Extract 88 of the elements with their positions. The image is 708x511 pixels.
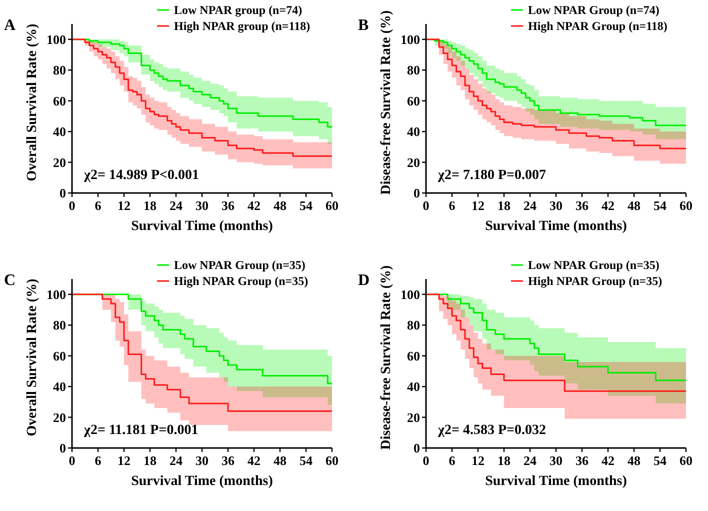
y-tick-label: 20 [407, 154, 420, 170]
legend-label: High NPAR Group (n=35) [528, 274, 662, 288]
x-tick-label: 36 [222, 198, 235, 213]
y-axis-title: Overall Survival Rate (%) [25, 23, 40, 182]
y-tick-label: 20 [53, 154, 66, 170]
legend-label: Low NPAR group (n=74) [174, 3, 302, 18]
y-tick-label: 20 [53, 410, 66, 425]
annotation: χ2= 14.989 P<0.001 [83, 168, 199, 183]
x-tick-label: 18 [144, 198, 157, 213]
x-tick-label: 12 [118, 453, 130, 468]
legend-label: High NPAR Group (n=35) [174, 274, 308, 288]
x-tick-label: 30 [550, 198, 562, 213]
x-tick-label: 60 [680, 453, 692, 468]
y-tick-label: 100 [46, 286, 66, 302]
y-tick-label: 80 [53, 318, 66, 333]
chart-title: C [4, 272, 16, 289]
x-tick-label: 42 [248, 453, 260, 468]
y-tick-label: 0 [414, 440, 420, 456]
y-tick-label: 60 [407, 348, 420, 364]
x-axis-title: Survival Time (months) [485, 474, 628, 489]
x-tick-label: 30 [550, 453, 562, 468]
y-tick-label: 100 [400, 32, 420, 47]
y-axis-title: Disease-free Survival Rate (%) [379, 10, 394, 195]
y-axis-title: Disease-free Survival Rate (%) [379, 264, 394, 450]
legend-label: Low NPAR Group (n=35) [528, 258, 660, 272]
x-tick-label: 12 [472, 198, 484, 213]
y-tick-label: 0 [60, 440, 66, 456]
y-tick-label: 100 [400, 286, 420, 302]
x-tick-label: 18 [498, 198, 511, 213]
y-tick-label: 40 [407, 124, 420, 140]
x-tick-label: 18 [144, 453, 157, 468]
legend-label: Low NPAR Group (n=35) [174, 258, 306, 272]
x-tick-label: 54 [300, 198, 313, 213]
x-tick-label: 18 [498, 453, 511, 468]
y-axis-title: Overall Survival Rate (%) [25, 278, 40, 436]
legend-label: High NPAR group (n=118) [174, 19, 310, 34]
y-tick-label: 60 [53, 348, 66, 364]
annotation: χ2= 11.181 P=0.001 [83, 423, 198, 438]
y-tick-label: 100 [46, 32, 66, 47]
y-tick-label: 80 [407, 318, 420, 333]
x-tick-label: 36 [222, 453, 235, 468]
x-tick-label: 54 [300, 453, 313, 468]
legend-label: Low NPAR Group (n=74) [528, 3, 660, 18]
y-tick-label: 80 [53, 62, 66, 78]
x-tick-label: 6 [448, 453, 456, 468]
x-tick-label: 36 [576, 198, 589, 213]
x-tick-label: 42 [602, 453, 614, 468]
x-tick-label: 60 [326, 453, 338, 468]
x-tick-label: 54 [654, 198, 667, 213]
chart-title: B [358, 17, 369, 34]
x-tick-label: 60 [680, 198, 692, 213]
x-tick-label: 36 [576, 453, 589, 468]
x-tick-label: 6 [94, 198, 102, 213]
x-tick-label: 60 [326, 198, 338, 213]
x-tick-label: 48 [274, 198, 287, 213]
x-tick-label: 6 [94, 453, 102, 468]
y-tick-label: 40 [407, 379, 420, 394]
chart-title: D [358, 272, 370, 289]
x-tick-label: 30 [196, 198, 208, 213]
x-tick-label: 24 [170, 453, 183, 468]
x-tick-label: 6 [448, 198, 456, 213]
x-tick-label: 48 [628, 198, 641, 213]
x-tick-label: 24 [524, 453, 537, 468]
x-tick-label: 48 [274, 453, 287, 468]
y-tick-label: 80 [407, 62, 420, 78]
x-tick-label: 48 [628, 453, 641, 468]
legend-label: High NPAR Group (n=118) [528, 19, 668, 34]
x-tick-label: 24 [170, 198, 183, 213]
y-tick-label: 60 [53, 93, 66, 108]
x-tick-label: 42 [248, 198, 260, 213]
x-tick-label: 54 [654, 453, 667, 468]
x-axis-title: Survival Time (months) [485, 219, 628, 234]
x-tick-label: 42 [602, 198, 614, 213]
x-tick-label: 12 [472, 453, 484, 468]
y-tick-label: 0 [414, 186, 420, 201]
y-tick-label: 20 [407, 410, 420, 425]
annotation: χ2= 4.583 P=0.032 [437, 423, 546, 438]
x-tick-label: 24 [524, 198, 537, 213]
x-tick-label: 12 [118, 198, 130, 213]
y-tick-label: 60 [407, 93, 420, 108]
x-axis-title: Survival Time (months) [131, 219, 274, 234]
chart-title: A [4, 17, 16, 34]
y-tick-label: 0 [60, 186, 66, 201]
x-axis-title: Survival Time (months) [131, 474, 274, 489]
y-tick-label: 40 [53, 379, 66, 394]
annotation: χ2= 7.180 P=0.007 [437, 168, 546, 183]
y-tick-label: 40 [53, 124, 66, 140]
x-tick-label: 30 [196, 453, 208, 468]
